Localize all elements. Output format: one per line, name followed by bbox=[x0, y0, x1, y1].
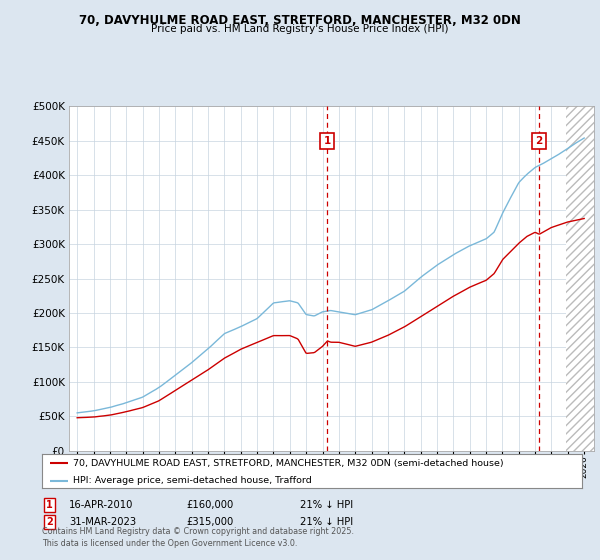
Text: 70, DAVYHULME ROAD EAST, STRETFORD, MANCHESTER, M32 0DN: 70, DAVYHULME ROAD EAST, STRETFORD, MANC… bbox=[79, 14, 521, 27]
Text: 21% ↓ HPI: 21% ↓ HPI bbox=[300, 500, 353, 510]
Text: 31-MAR-2023: 31-MAR-2023 bbox=[69, 517, 136, 527]
Text: £160,000: £160,000 bbox=[186, 500, 233, 510]
Text: 70, DAVYHULME ROAD EAST, STRETFORD, MANCHESTER, M32 0DN (semi-detached house): 70, DAVYHULME ROAD EAST, STRETFORD, MANC… bbox=[73, 459, 504, 468]
Text: This data is licensed under the Open Government Licence v3.0.: This data is licensed under the Open Gov… bbox=[42, 539, 298, 548]
Text: 16-APR-2010: 16-APR-2010 bbox=[69, 500, 133, 510]
Text: 2: 2 bbox=[46, 517, 53, 527]
Text: 1: 1 bbox=[46, 500, 53, 510]
Text: Contains HM Land Registry data © Crown copyright and database right 2025.: Contains HM Land Registry data © Crown c… bbox=[42, 528, 354, 536]
Text: £315,000: £315,000 bbox=[186, 517, 233, 527]
Text: 1: 1 bbox=[324, 136, 331, 146]
Text: 21% ↓ HPI: 21% ↓ HPI bbox=[300, 517, 353, 527]
Text: HPI: Average price, semi-detached house, Trafford: HPI: Average price, semi-detached house,… bbox=[73, 476, 312, 485]
Text: Price paid vs. HM Land Registry's House Price Index (HPI): Price paid vs. HM Land Registry's House … bbox=[151, 24, 449, 34]
Text: 2: 2 bbox=[536, 136, 543, 146]
